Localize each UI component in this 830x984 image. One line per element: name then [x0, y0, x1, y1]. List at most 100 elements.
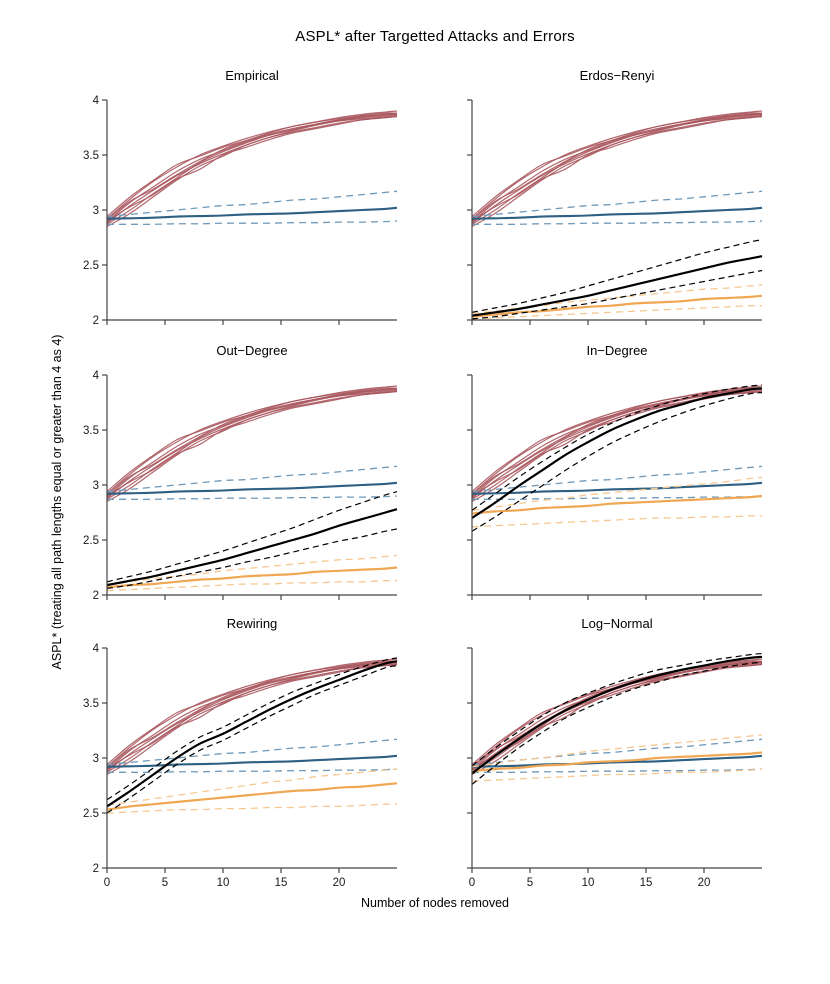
empirical-attack-line: [106, 663, 398, 770]
panel-erdos-renyi: Erdos−Renyi: [436, 68, 770, 344]
empirical-attack-line: [106, 658, 398, 769]
empirical-attack-line: [106, 387, 398, 495]
empirical-attack-line: [106, 662, 398, 766]
empirical-attack-line: [106, 115, 398, 222]
x-tick-label: 10: [217, 877, 230, 889]
model-error-lower-ci-line: [471, 515, 763, 528]
empirical-attack-line: [471, 112, 763, 220]
panel-title: Out−Degree: [216, 343, 288, 358]
empirical-attack-line: [106, 115, 398, 224]
empirical-attack-line: [471, 114, 763, 218]
empirical-attack-line: [471, 662, 763, 766]
empirical-attack-line: [471, 388, 763, 498]
y-tick-label: 4: [93, 643, 100, 655]
x-axis-label: Number of nodes removed: [361, 896, 509, 910]
empirical-error-mean-line: [471, 206, 763, 220]
y-tick-label: 2.5: [83, 260, 99, 272]
empirical-attack-line: [471, 110, 763, 221]
empirical-attack-line: [471, 388, 763, 503]
model-error-mean-line: [106, 782, 398, 811]
empirical-attack-line: [106, 114, 398, 218]
model-attack-mean-line: [106, 660, 398, 808]
model-error-mean-line: [471, 751, 763, 773]
plot-canvas-in-degree: [467, 374, 763, 600]
model-attack-upper-ci-line: [106, 657, 398, 801]
x-tick-label: 20: [333, 877, 346, 889]
model-attack-lower-ci-line: [471, 661, 763, 785]
empirical-attack-line: [471, 390, 763, 499]
empirical-attack-line: [471, 390, 763, 497]
x-tick-label: 0: [469, 877, 475, 889]
model-attack-mean-line: [471, 255, 763, 317]
empirical-attack-line: [106, 110, 398, 221]
plot-canvas-empirical: 2 2.5 3 3.5 4: [83, 95, 398, 327]
y-tick-label: 2: [93, 315, 99, 327]
y-tick-label: 2: [93, 863, 99, 875]
model-error-upper-ci-line: [471, 734, 763, 768]
model-attack-lower-ci-line: [471, 269, 763, 320]
model-attack-upper-ci-line: [471, 652, 763, 767]
x-tick-label: 20: [698, 877, 711, 889]
empirical-error-upper-ci-line: [471, 465, 763, 493]
model-error-mean-line: [471, 294, 763, 318]
empirical-attack-line: [106, 112, 398, 225]
y-tick-label: 3: [93, 205, 99, 217]
model-attack-mean-line: [471, 387, 763, 519]
empirical-error-upper-ci-line: [106, 465, 398, 493]
model-attack-upper-ci-line: [471, 384, 763, 511]
empirical-error-lower-ci-line: [107, 495, 398, 500]
empirical-attack-line: [471, 113, 763, 228]
empirical-error-lower-ci-line: [472, 768, 763, 773]
panel-title: In−Degree: [586, 343, 648, 358]
panel-title: Log−Normal: [581, 616, 653, 631]
empirical-attack-line: [471, 113, 763, 223]
empirical-attack-line: [106, 385, 398, 496]
y-tick-label: 3.5: [83, 425, 99, 437]
y-tick-label: 3: [93, 753, 99, 765]
empirical-attack-line: [471, 115, 763, 222]
panel-in-degree: In−Degree: [436, 343, 770, 619]
empirical-attack-line: [106, 113, 398, 228]
empirical-attack-line: [471, 112, 763, 225]
empirical-attack-line: [106, 388, 398, 498]
model-attack-mean-line: [471, 655, 763, 775]
x-tick-label: 15: [640, 877, 653, 889]
panel-out-degree: Out−Degree 2 2.5 3 3.5 4: [71, 343, 405, 619]
plot-canvas-out-degree: 2 2.5 3 3.5 4: [83, 370, 398, 602]
empirical-attack-line: [471, 663, 763, 770]
y-tick-label: 3: [93, 480, 99, 492]
y-tick-label: 3.5: [83, 150, 99, 162]
x-tick-label: 15: [275, 877, 288, 889]
empirical-attack-line: [471, 660, 763, 768]
model-attack-upper-ci-line: [106, 491, 398, 583]
empirical-attack-line: [471, 389, 763, 493]
x-tick-label: 5: [527, 877, 533, 889]
model-error-upper-ci-line: [471, 476, 763, 511]
empirical-error-mean-line: [106, 481, 398, 495]
empirical-attack-line: [106, 661, 398, 776]
empirical-attack-line: [106, 387, 398, 500]
model-error-lower-ci-line: [471, 768, 763, 782]
figure-title: ASPL* after Targetted Attacks and Errors: [295, 28, 575, 45]
empirical-attack-line: [471, 387, 763, 500]
empirical-error-upper-ci-line: [106, 738, 398, 766]
empirical-error-lower-ci-line: [107, 220, 398, 225]
model-attack-upper-ci-line: [471, 239, 763, 313]
empirical-error-mean-line: [106, 206, 398, 220]
empirical-attack-line: [106, 390, 398, 497]
empirical-attack-line: [471, 115, 763, 224]
plot-canvas-rewiring: 2 2.5 3 3.5 4 0 5 10 15 20: [83, 643, 398, 889]
empirical-error-upper-ci-line: [471, 190, 763, 218]
panel-title: Empirical: [225, 68, 279, 83]
model-error-mean-line: [471, 494, 763, 515]
empirical-attack-line: [106, 660, 398, 773]
model-error-mean-line: [106, 566, 398, 589]
x-tick-label: 0: [104, 877, 110, 889]
model-error-lower-ci-line: [471, 304, 763, 320]
empirical-error-lower-ci-line: [472, 495, 763, 500]
y-axis-label: ASPL* (treating all path lengths equal o…: [50, 334, 64, 670]
empirical-error-upper-ci-line: [106, 190, 398, 218]
empirical-attack-line: [471, 387, 763, 495]
y-tick-label: 4: [93, 370, 100, 382]
